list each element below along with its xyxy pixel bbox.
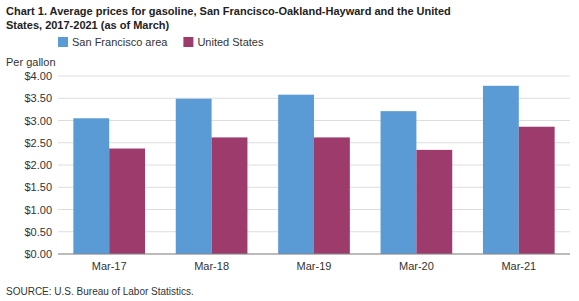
y-tick-label: $1.00: [24, 204, 52, 216]
bar: [278, 95, 314, 254]
x-tick-label: Mar-17: [92, 260, 127, 272]
bar: [381, 111, 417, 254]
chart: Chart 1. Average prices for gasoline, Sa…: [0, 0, 579, 301]
bar: [176, 99, 212, 254]
bar: [519, 127, 555, 254]
bar: [212, 137, 248, 254]
bar: [416, 150, 452, 254]
bar: [109, 149, 145, 254]
y-axis-label: Per gallon: [6, 56, 56, 68]
x-tick-label: Mar-20: [399, 260, 434, 272]
grid-line: [58, 254, 570, 255]
y-tick-label: $0.00: [24, 248, 52, 260]
bar: [483, 86, 519, 254]
grid-line: [58, 76, 570, 77]
y-tick-label: $2.00: [24, 159, 52, 171]
legend-swatch: [58, 37, 68, 47]
x-axis-line: [58, 254, 570, 255]
bar: [73, 118, 109, 254]
x-tick-label: Mar-19: [297, 260, 332, 272]
bar: [314, 137, 350, 254]
legend-label: United States: [197, 36, 264, 48]
y-tick-label: $3.00: [24, 115, 52, 127]
title: Chart 1. Average prices for gasoline, Sa…: [6, 5, 451, 17]
y-tick-label: $4.00: [24, 70, 52, 82]
y-tick-label: $2.50: [24, 137, 52, 149]
legend-label: San Francisco area: [72, 36, 168, 48]
y-tick-label: $0.50: [24, 226, 52, 238]
annotation: SOURCE: U.S. Bureau of Labor Statistics.: [6, 286, 194, 297]
y-tick-label: $3.50: [24, 92, 52, 104]
x-tick-label: Mar-21: [501, 260, 536, 272]
x-tick-label: Mar-18: [194, 260, 229, 272]
legend-swatch: [183, 37, 193, 47]
legend: San Francisco area United States: [58, 36, 264, 48]
subtitle: States, 2017-2021 (as of March): [6, 19, 170, 31]
y-tick-label: $1.50: [24, 181, 52, 193]
